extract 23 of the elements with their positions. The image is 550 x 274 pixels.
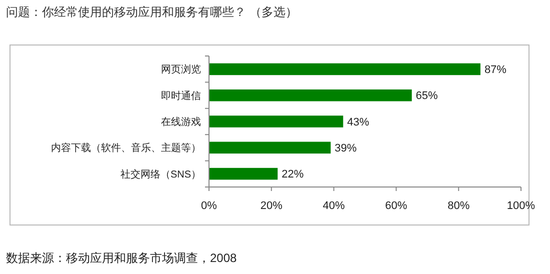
data-label: 43%: [347, 116, 370, 128]
data-label: 65%: [416, 90, 438, 102]
y-tick-label: 内容下载（软件、音乐、主题等）: [51, 142, 201, 154]
chart-title: 问题：你经常使用的移动应用和服务有哪些？ （多选）: [6, 5, 298, 19]
bar: [209, 89, 412, 102]
y-tick-label: 在线游戏: [161, 116, 201, 128]
y-tick-label: 社交网络（SNS）: [120, 168, 201, 180]
bar: [209, 116, 344, 128]
data-label: 87%: [484, 64, 507, 76]
y-tick-label: 即时通信: [161, 90, 201, 102]
x-tick-label: 100%: [506, 200, 536, 212]
source-note: 数据来源：移动应用和服务市场调查，2008: [6, 251, 238, 265]
data-label: 22%: [282, 168, 304, 181]
x-tick-label: 0%: [201, 200, 218, 212]
bar: [209, 168, 278, 180]
bar: [209, 63, 480, 76]
data-label: 39%: [334, 142, 357, 154]
bar: [209, 142, 331, 154]
y-tick-label: 网页浏览: [161, 64, 201, 76]
x-tick-label: 20%: [260, 200, 283, 212]
x-tick-label: 40%: [322, 200, 346, 212]
x-tick-label: 60%: [385, 200, 408, 212]
x-tick-label: 80%: [448, 200, 470, 212]
